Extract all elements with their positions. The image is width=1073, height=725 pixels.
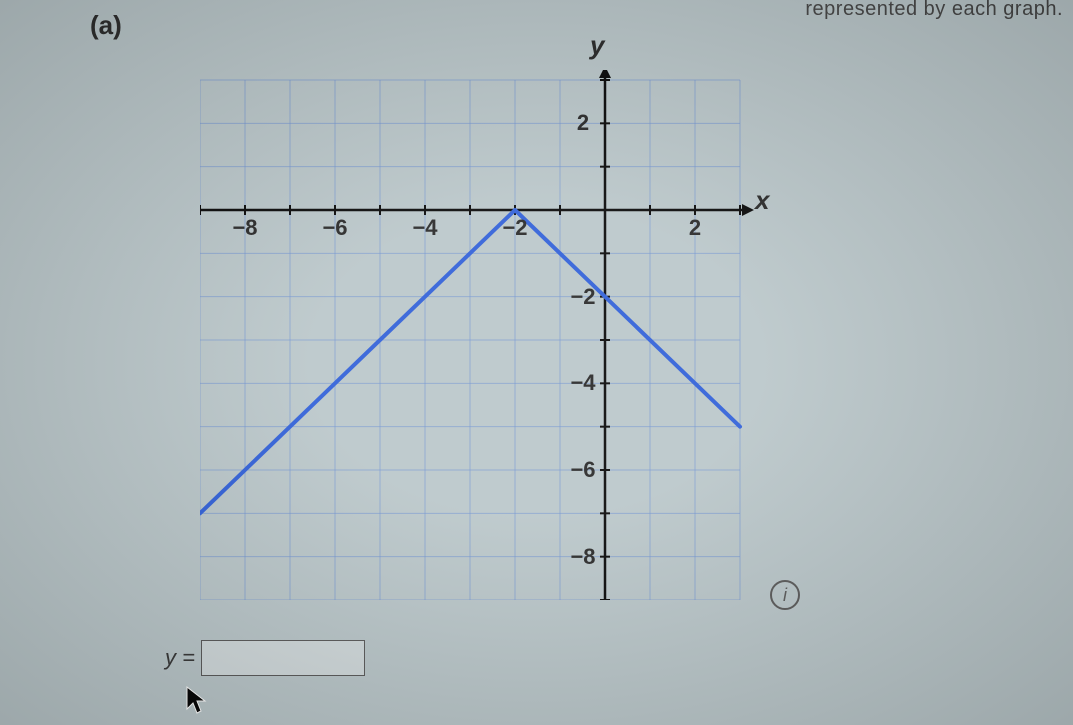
y-tick-label: −8 bbox=[570, 544, 595, 570]
y-tick-label: −6 bbox=[570, 457, 595, 483]
y-tick-label: −2 bbox=[570, 284, 595, 310]
answer-row: y = bbox=[165, 640, 365, 676]
y-tick-label: −4 bbox=[570, 370, 595, 396]
x-tick-label: −6 bbox=[322, 215, 347, 241]
x-tick-label: 2 bbox=[689, 215, 701, 241]
info-icon[interactable]: i bbox=[770, 580, 800, 610]
answer-label: y = bbox=[165, 645, 195, 671]
answer-input[interactable] bbox=[201, 640, 365, 676]
y-axis-label: y bbox=[590, 30, 604, 61]
y-tick-label: 2 bbox=[577, 110, 589, 136]
chart: y x −8−6−4−222−2−4−6−8 bbox=[200, 70, 760, 600]
cursor-pointer-icon bbox=[185, 685, 209, 720]
page-root: represented by each graph. (a) y x −8 −6 −… bbox=[0, 0, 1073, 725]
part-label: (a) bbox=[90, 10, 122, 41]
x-tick-label: −2 bbox=[502, 215, 527, 241]
x-tick-label: −4 bbox=[412, 215, 437, 241]
x-axis-label: x bbox=[755, 185, 769, 216]
chart-svg bbox=[200, 70, 760, 600]
top-fragment: represented by each graph. bbox=[805, 0, 1063, 21]
x-tick-label: −8 bbox=[232, 215, 257, 241]
